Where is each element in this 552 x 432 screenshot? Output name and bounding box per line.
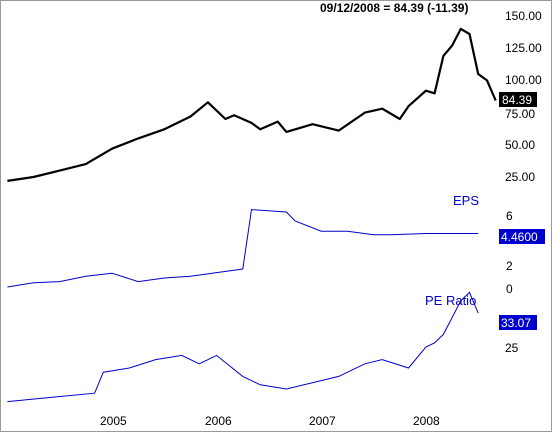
eps-series-line bbox=[7, 209, 479, 288]
price-tick-label: 50.00 bbox=[505, 138, 535, 152]
eps-tick-label: 0 bbox=[506, 282, 513, 296]
price-tick-label: 75.00 bbox=[505, 107, 535, 121]
pe-last-value-label: 33.07 bbox=[501, 316, 531, 330]
x-tick-label: 2008 bbox=[413, 414, 440, 428]
price-last-value-tag bbox=[499, 92, 537, 107]
eps-panel-title: EPS bbox=[453, 193, 479, 208]
price-tick-label: 150.00 bbox=[505, 9, 542, 23]
pe-tick-label: 25 bbox=[505, 341, 519, 355]
pe-series-line bbox=[7, 291, 479, 403]
pe-panel-title: PE Ratio bbox=[425, 293, 476, 308]
price-series-line bbox=[7, 27, 497, 182]
price-tick-label: 25.00 bbox=[505, 170, 535, 184]
x-tick-label: 2006 bbox=[205, 414, 232, 428]
eps-tick-label: 6 bbox=[506, 209, 513, 223]
x-tick-label: 2007 bbox=[309, 414, 336, 428]
x-tick-label: 2005 bbox=[100, 414, 127, 428]
price-tick-label: 100.00 bbox=[505, 73, 542, 87]
eps-last-value-label: 4.4600 bbox=[501, 230, 538, 244]
price-tick-label: 125.00 bbox=[505, 41, 542, 55]
pe-last-value-tag bbox=[499, 315, 537, 330]
eps-tick-label: 2 bbox=[506, 259, 513, 273]
chart-header: 09/12/2008 = 84.39 (-11.39) bbox=[320, 1, 468, 15]
price-last-value-label: 84.39 bbox=[502, 93, 532, 107]
eps-last-value-tag bbox=[499, 229, 545, 244]
